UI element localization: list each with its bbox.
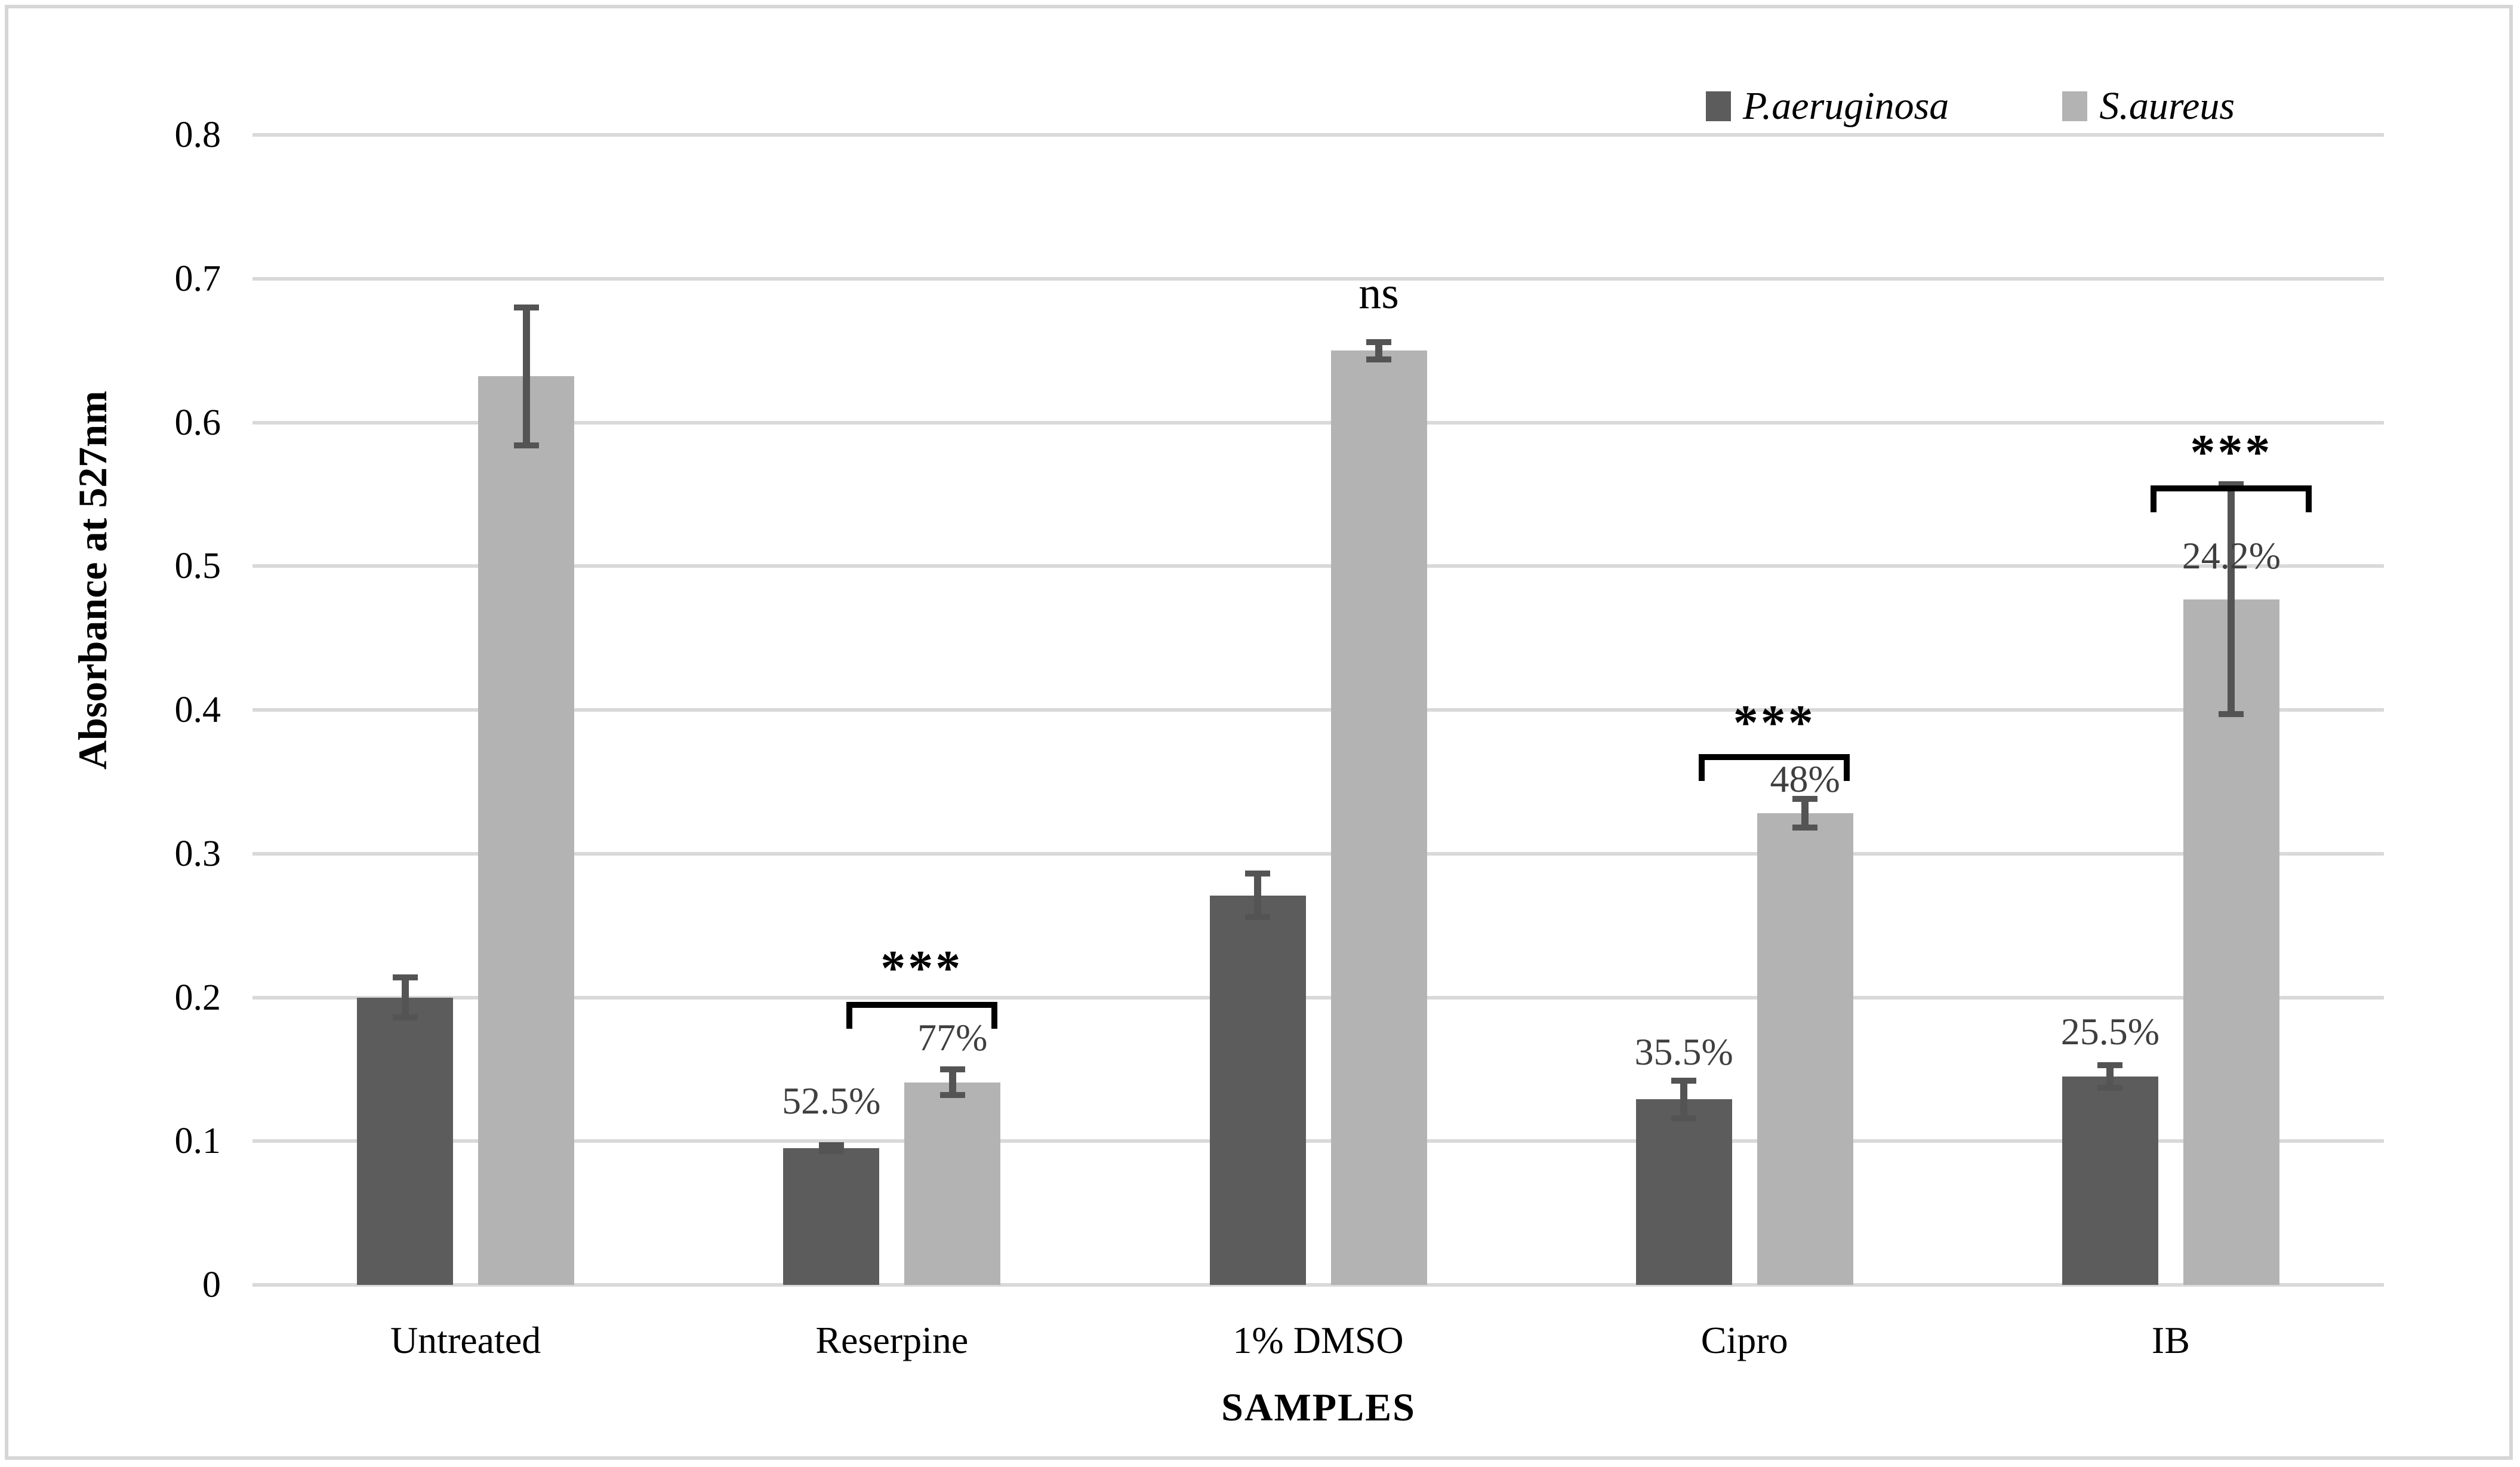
error-bar-whisker xyxy=(2106,1065,2114,1088)
error-bar-whisker xyxy=(948,1069,956,1096)
significance-bracket xyxy=(1699,754,1850,761)
error-bar-cap-bottom xyxy=(392,1014,418,1021)
significance-label: ns xyxy=(1358,267,1399,318)
bar-s-aureus-untreated xyxy=(478,376,575,1285)
significance-bracket-tick-left xyxy=(846,1001,852,1029)
y-tick-label: 0.6 xyxy=(174,402,221,443)
error-bar-cap-top xyxy=(1366,339,1391,345)
bar-p-aeruginosa-reserpine xyxy=(783,1148,880,1285)
error-bar-cap-top xyxy=(1671,1078,1697,1084)
significance-bracket xyxy=(2151,485,2312,492)
percent-label: 48% xyxy=(1770,757,1840,800)
y-tick-label: 0.4 xyxy=(174,690,221,730)
x-category-label: IB xyxy=(2151,1319,2190,1361)
percent-label: 24.2% xyxy=(2182,534,2281,577)
error-bar-cap-bottom xyxy=(2097,1085,2123,1091)
gridline xyxy=(252,995,2384,999)
gridline xyxy=(252,133,2384,137)
percent-label: 52.5% xyxy=(782,1079,881,1122)
error-bar-cap-bottom xyxy=(1671,1115,1697,1121)
percent-label: 77% xyxy=(917,1016,988,1059)
x-category-label: Cipro xyxy=(1700,1319,1788,1361)
error-bar-cap-top xyxy=(1245,871,1270,877)
error-bar-cap-bottom xyxy=(1245,914,1270,920)
x-category-label: Reserpine xyxy=(815,1319,969,1361)
significance-bracket-tick-right xyxy=(2306,485,2312,513)
y-axis-title: Absorbance at 527nm xyxy=(33,390,152,770)
gridline xyxy=(252,276,2384,281)
legend-label-s-aureus: S.aureus xyxy=(2099,84,2235,128)
gridline xyxy=(252,420,2384,425)
error-bar-whisker xyxy=(1254,874,1261,917)
legend-item-s-aureus: S.aureus xyxy=(2062,84,2235,129)
legend-label-p-aeruginosa: P.aeruginosa xyxy=(1743,84,1949,128)
error-bar-whisker xyxy=(1801,799,1809,828)
significance-label: *** xyxy=(1733,694,1816,751)
significance-bracket xyxy=(846,1001,997,1008)
legend-item-p-aeruginosa: P.aeruginosa xyxy=(1706,84,1949,129)
legend-swatch-p-aeruginosa-icon xyxy=(1706,91,1731,121)
error-bar-cap-top xyxy=(939,1066,965,1072)
significance-bracket-tick-right xyxy=(1844,754,1850,782)
error-bar-cap-top xyxy=(818,1142,844,1149)
gridline xyxy=(252,564,2384,568)
significance-bracket-tick-left xyxy=(2151,485,2157,513)
error-bar-cap-bottom xyxy=(1366,356,1391,362)
y-tick-label: 0 xyxy=(202,1265,221,1305)
bar-p-aeruginosa-untreated xyxy=(357,997,454,1285)
percent-label: 25.5% xyxy=(2060,1010,2160,1053)
gridline xyxy=(252,708,2384,712)
y-tick-label: 0.5 xyxy=(174,546,221,587)
gridline xyxy=(252,1139,2384,1143)
error-bar-cap-bottom xyxy=(513,442,539,449)
x-category-label: Untreated xyxy=(390,1319,541,1361)
significance-bracket-tick-right xyxy=(991,1001,997,1029)
error-bar-cap-top xyxy=(2219,481,2244,488)
x-axis-title: SAMPLES xyxy=(1221,1386,1416,1429)
x-category-label: 1% DMSO xyxy=(1233,1319,1404,1361)
y-tick-label: 0.2 xyxy=(174,977,221,1018)
error-bar-cap-top xyxy=(2097,1062,2123,1068)
bar-p-aeruginosa-cipro xyxy=(1635,1099,1732,1285)
legend-swatch-s-aureus-icon xyxy=(2062,91,2088,121)
error-bar-cap-bottom xyxy=(939,1092,965,1099)
error-bar-cap-bottom xyxy=(2219,711,2244,718)
significance-bracket-tick-left xyxy=(1699,754,1705,782)
y-tick-label: 0.8 xyxy=(174,115,221,155)
error-bar-whisker xyxy=(1680,1081,1688,1118)
y-tick-label: 0.1 xyxy=(174,1121,221,1162)
y-tick-label: 0.3 xyxy=(174,833,221,874)
error-bar-whisker xyxy=(2228,484,2235,715)
error-bar-whisker xyxy=(522,307,530,445)
legend: P.aeruginosa S.aureus xyxy=(1706,84,2235,129)
bar-s-aureus-cipro xyxy=(1757,813,1853,1285)
bar-s-aureus-reserpine xyxy=(904,1082,1001,1285)
gridline xyxy=(252,1283,2384,1287)
bar-p-aeruginosa-1-dmso xyxy=(1209,895,1306,1285)
error-bar-whisker xyxy=(1375,342,1382,359)
error-bar-cap-top xyxy=(392,974,418,980)
bar-s-aureus-1-dmso xyxy=(1330,350,1427,1285)
significance-label: *** xyxy=(880,940,963,997)
error-bar-whisker xyxy=(401,977,409,1018)
gridline xyxy=(252,851,2384,856)
error-bar-cap-bottom xyxy=(818,1148,844,1155)
bar-p-aeruginosa-ib xyxy=(2062,1076,2158,1285)
significance-label: *** xyxy=(2190,425,2273,481)
error-bar-cap-top xyxy=(1792,796,1818,802)
error-bar-cap-top xyxy=(513,304,539,310)
percent-label: 35.5% xyxy=(1634,1030,1733,1073)
y-tick-label: 0.7 xyxy=(174,258,221,299)
error-bar-cap-bottom xyxy=(1792,825,1818,831)
